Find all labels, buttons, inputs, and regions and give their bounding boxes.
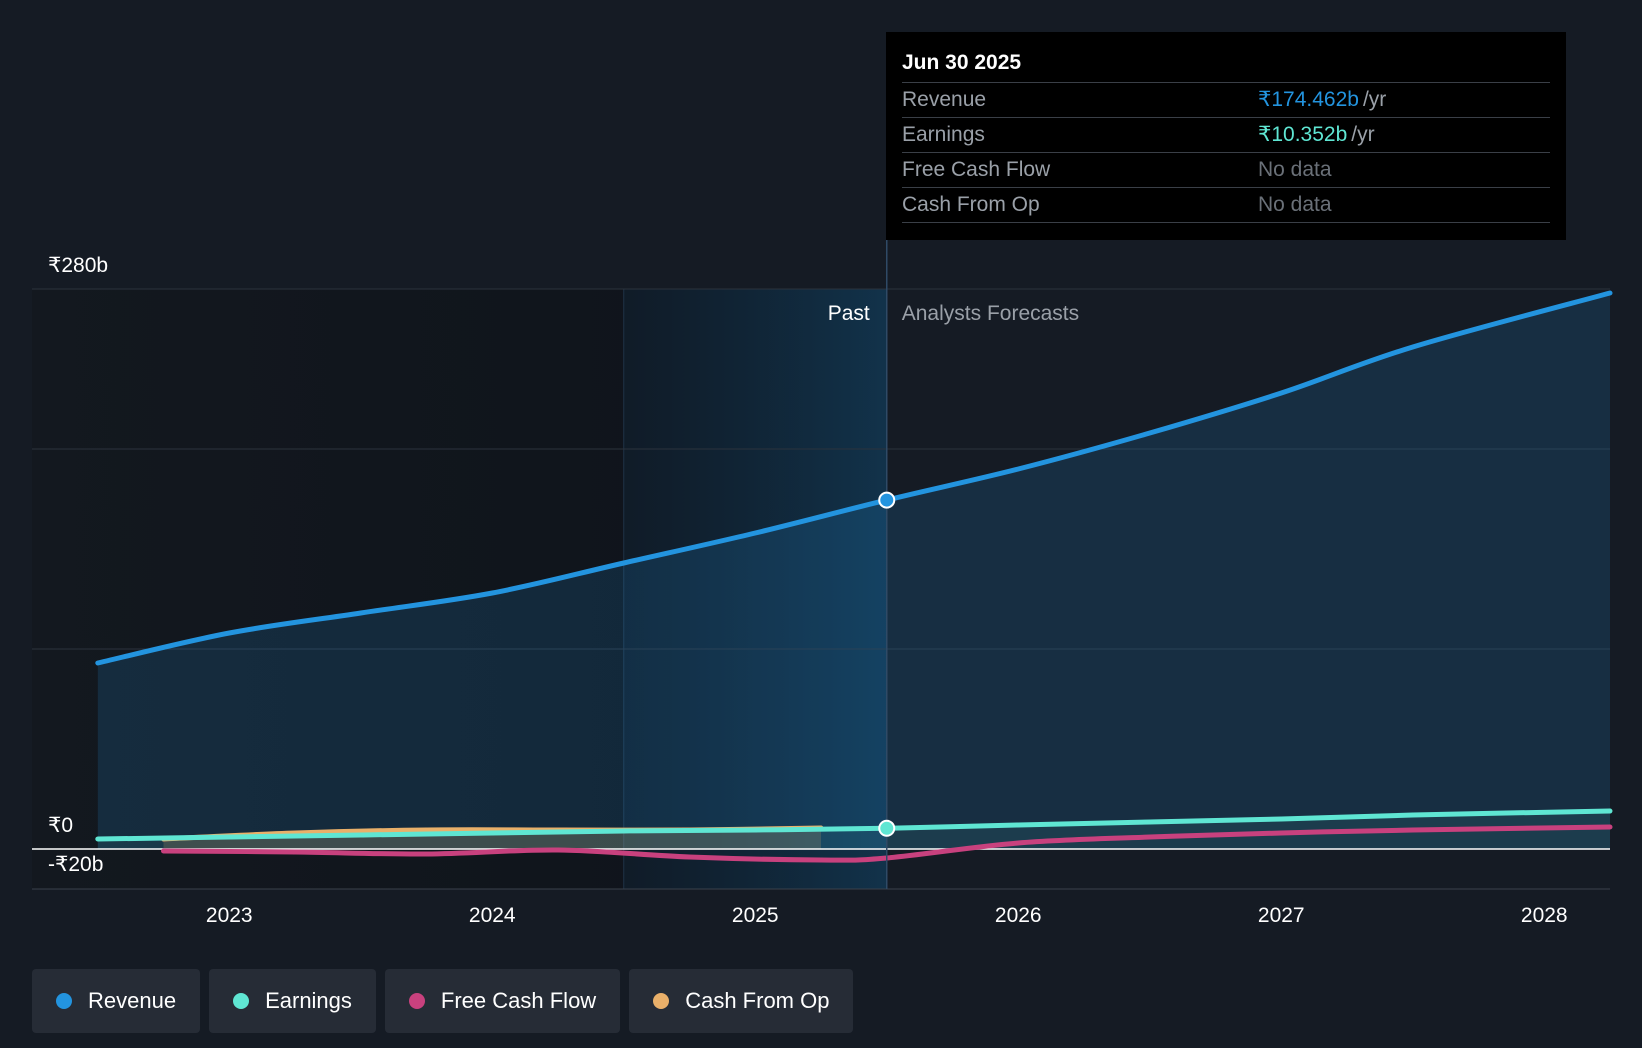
y-axis-zero-label: ₹0 bbox=[48, 814, 73, 837]
tooltip-label: Cash From Op bbox=[902, 193, 1040, 216]
y-axis-top-label: ₹280b bbox=[48, 254, 108, 277]
legend-label: Revenue bbox=[88, 988, 177, 1013]
tooltip-value: ₹174.462b bbox=[1258, 88, 1359, 111]
revenue-marker bbox=[878, 491, 896, 509]
y-axis-bottom-label: -₹20b bbox=[48, 853, 103, 876]
x-tick-label: 2024 bbox=[469, 904, 516, 927]
earnings-line bbox=[95, 808, 1613, 842]
legend-item-revenue[interactable]: Revenue bbox=[32, 969, 201, 1033]
legend-item-free-cash-flow[interactable]: Free Cash Flow bbox=[384, 969, 621, 1033]
past-label: Past bbox=[828, 302, 870, 325]
tooltip-value: ₹10.352b bbox=[1258, 123, 1348, 146]
past-highlight-region bbox=[623, 289, 887, 889]
x-tick-label: 2028 bbox=[1521, 904, 1568, 927]
legend-label: Cash From Op bbox=[685, 988, 830, 1013]
free-cash-flow-line bbox=[161, 824, 1613, 863]
legend-label: Free Cash Flow bbox=[440, 988, 597, 1013]
tooltip-value: No data bbox=[1258, 193, 1332, 216]
tooltip-value: No data bbox=[1258, 158, 1332, 181]
tooltip-label: Earnings bbox=[902, 123, 985, 146]
x-tick-label: 2023 bbox=[206, 904, 253, 927]
tooltip-date: Jun 30 2025 bbox=[902, 46, 1550, 83]
x-tick-label: 2026 bbox=[995, 904, 1042, 927]
tooltip-unit: /yr bbox=[1351, 123, 1375, 146]
earnings-marker bbox=[878, 819, 896, 837]
legend-item-earnings[interactable]: Earnings bbox=[209, 969, 376, 1033]
earnings-dot-icon bbox=[233, 993, 250, 1009]
forecast-label: Analysts Forecasts bbox=[902, 302, 1079, 325]
tooltip: Jun 30 2025 Revenue ₹174.462b/yr Earning… bbox=[886, 32, 1566, 240]
tooltip-row-free-cash-flow: Free Cash Flow No data bbox=[902, 153, 1550, 188]
revenue-area bbox=[97, 293, 1610, 849]
revenue-line bbox=[95, 290, 1613, 666]
tooltip-label: Revenue bbox=[902, 88, 987, 111]
x-tick-label: 2025 bbox=[732, 904, 779, 927]
revenue-dot-icon bbox=[56, 993, 72, 1009]
legend-label: Earnings bbox=[265, 988, 352, 1013]
cash-from-op-dot-icon bbox=[653, 993, 670, 1009]
tooltip-row-revenue: Revenue ₹174.462b/yr bbox=[902, 83, 1550, 118]
legend: Revenue Earnings Free Cash Flow Cash Fro… bbox=[32, 969, 854, 1033]
free-cash-flow-dot-icon bbox=[408, 993, 425, 1009]
tooltip-row-cash-from-op: Cash From Op No data bbox=[902, 188, 1550, 223]
tooltip-row-earnings: Earnings ₹10.352b/yr bbox=[902, 118, 1550, 153]
legend-item-cash-from-op[interactable]: Cash From Op bbox=[629, 969, 854, 1033]
tooltip-label: Free Cash Flow bbox=[902, 158, 1051, 181]
x-tick-label: 2027 bbox=[1258, 904, 1305, 927]
tooltip-unit: /yr bbox=[1362, 88, 1387, 111]
